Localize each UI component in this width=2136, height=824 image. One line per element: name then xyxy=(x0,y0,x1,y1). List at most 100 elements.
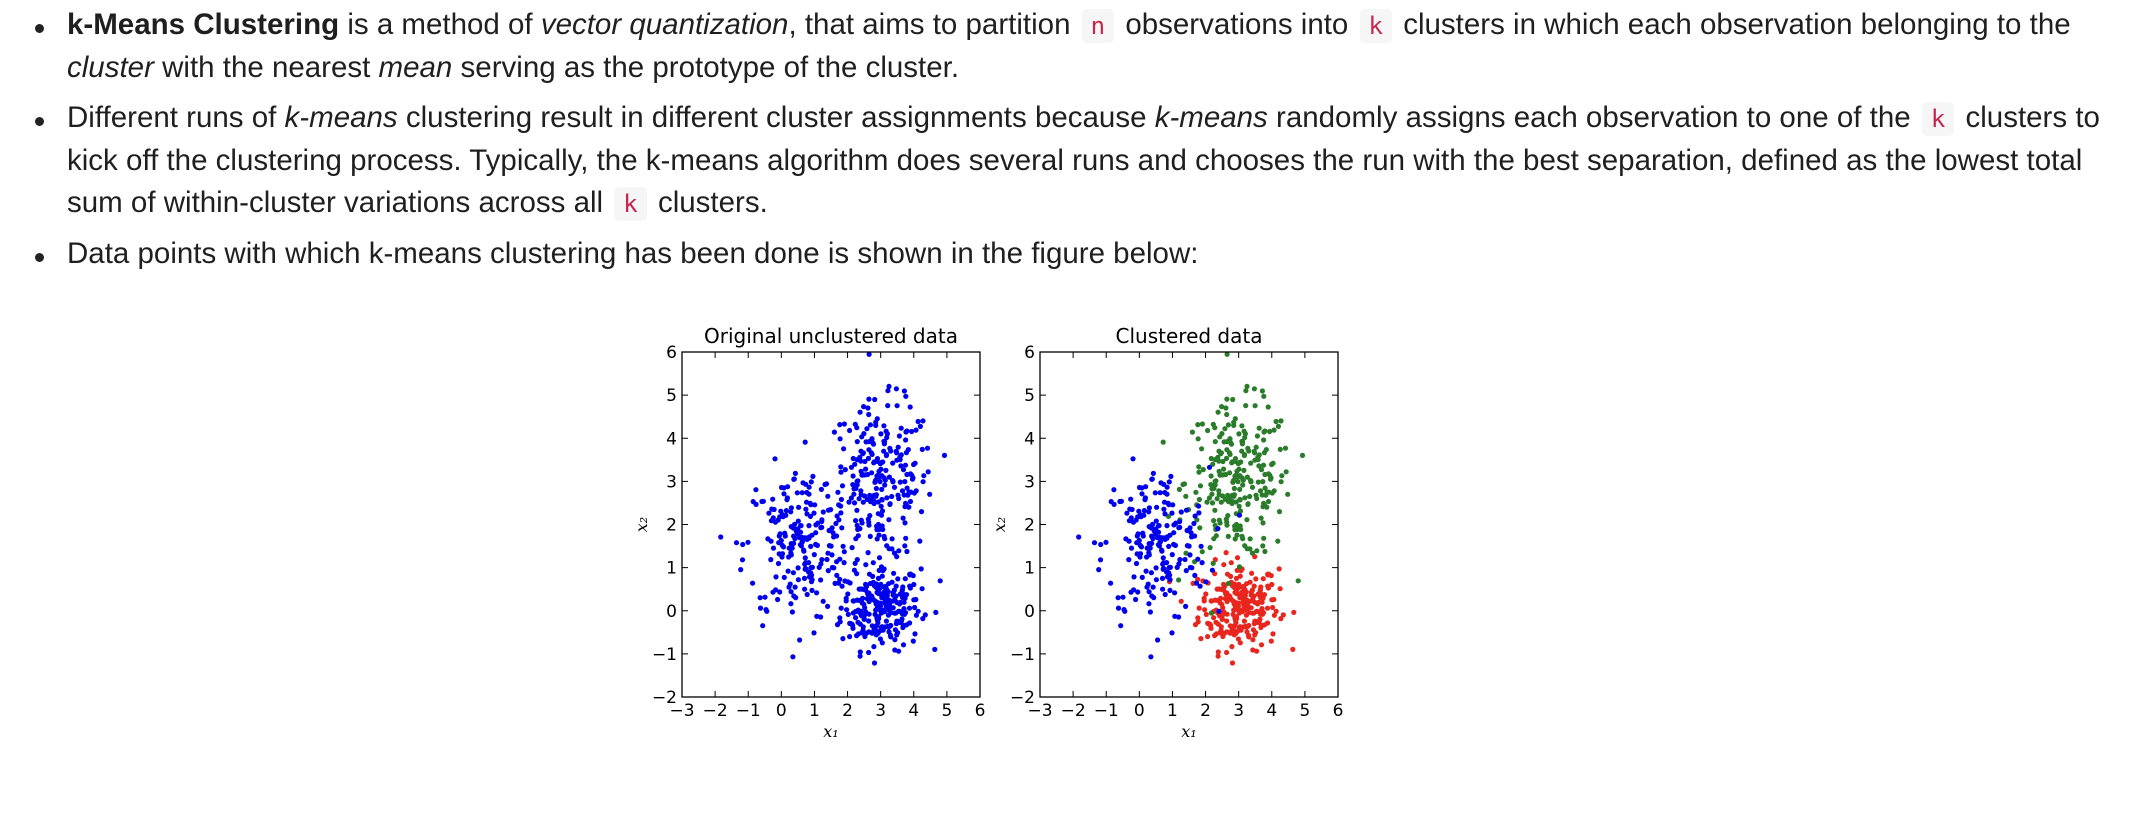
data-point xyxy=(808,479,814,485)
data-point xyxy=(1216,608,1222,614)
data-point xyxy=(895,444,901,450)
x-tick-label: 6 xyxy=(975,701,986,721)
data-point xyxy=(900,622,907,629)
data-point xyxy=(1224,618,1230,624)
data-point xyxy=(831,565,837,571)
data-point xyxy=(753,487,759,493)
data-point xyxy=(1174,564,1180,570)
data-point xyxy=(779,551,786,557)
data-point xyxy=(1223,550,1229,556)
data-point xyxy=(1149,533,1155,539)
data-point xyxy=(1229,498,1235,504)
data-point xyxy=(1247,579,1253,585)
text: randomly assigns each observation to one… xyxy=(1267,101,1919,134)
y-tick-label: 6 xyxy=(1024,343,1035,363)
data-point xyxy=(902,543,908,549)
y-tick-label: 1 xyxy=(1024,559,1035,579)
term-kmeans: k-means xyxy=(284,101,398,134)
data-point xyxy=(787,581,793,587)
data-point xyxy=(1224,590,1230,596)
data-point xyxy=(1170,502,1176,508)
data-point xyxy=(902,520,908,526)
data-point xyxy=(1265,571,1271,577)
data-point xyxy=(1182,556,1188,563)
data-point xyxy=(1131,574,1137,580)
data-point xyxy=(881,438,887,444)
data-point xyxy=(879,640,885,646)
data-point xyxy=(904,548,910,555)
data-point xyxy=(1161,560,1167,566)
data-point xyxy=(1262,485,1268,491)
data-point xyxy=(1166,479,1172,485)
data-point xyxy=(1160,439,1166,445)
data-point xyxy=(1192,513,1198,519)
data-point xyxy=(906,504,912,510)
data-point xyxy=(818,486,824,492)
data-point xyxy=(1161,506,1167,512)
data-point xyxy=(788,541,794,547)
data-point xyxy=(1251,583,1257,589)
data-point xyxy=(1268,638,1274,644)
data-point xyxy=(816,564,822,570)
data-point xyxy=(871,498,877,504)
data-point xyxy=(907,404,913,410)
data-point xyxy=(1225,422,1231,428)
data-point xyxy=(763,607,769,613)
data-point xyxy=(878,564,885,570)
data-point xyxy=(837,422,843,428)
data-point xyxy=(825,603,831,609)
data-point xyxy=(825,568,831,574)
bullet-different-runs: Different runs of k-means clustering res… xyxy=(0,97,2136,225)
data-point xyxy=(1231,585,1238,591)
data-point xyxy=(1192,572,1198,578)
data-point xyxy=(896,648,902,654)
data-point xyxy=(773,574,779,580)
data-point xyxy=(1091,540,1098,546)
data-point xyxy=(891,570,897,576)
data-point xyxy=(1236,624,1242,630)
data-point xyxy=(904,485,910,491)
data-point xyxy=(850,473,856,479)
data-point xyxy=(881,423,887,429)
data-point xyxy=(788,601,794,607)
data-point xyxy=(837,615,843,621)
data-point xyxy=(866,411,872,418)
data-point xyxy=(871,644,877,650)
data-point xyxy=(867,422,873,428)
data-point xyxy=(1269,490,1275,496)
data-point xyxy=(1253,630,1259,636)
data-point xyxy=(849,621,855,627)
data-point xyxy=(850,625,856,631)
data-point xyxy=(1162,511,1168,517)
data-point xyxy=(824,556,830,563)
data-point xyxy=(1143,568,1149,574)
data-point xyxy=(872,477,879,484)
data-point xyxy=(1225,580,1231,587)
data-point xyxy=(860,624,866,630)
data-point xyxy=(1154,529,1160,535)
data-point xyxy=(841,549,847,555)
data-point xyxy=(1217,472,1223,478)
data-point xyxy=(888,622,894,629)
data-point xyxy=(861,431,867,437)
data-point xyxy=(919,446,925,452)
data-point xyxy=(866,611,872,617)
data-point xyxy=(891,484,898,490)
data-point xyxy=(1271,612,1277,618)
data-point xyxy=(765,536,771,542)
data-point xyxy=(887,445,893,451)
data-point xyxy=(800,480,806,486)
data-point xyxy=(1195,422,1201,428)
data-point xyxy=(900,515,906,521)
data-point xyxy=(1172,542,1178,548)
data-point xyxy=(937,578,943,584)
data-point xyxy=(1189,429,1195,435)
data-point xyxy=(877,603,884,609)
data-point xyxy=(857,526,863,532)
data-point xyxy=(883,452,889,459)
data-point xyxy=(835,580,842,586)
data-point xyxy=(815,520,821,526)
data-point xyxy=(886,474,892,480)
data-point xyxy=(1135,531,1141,537)
data-point xyxy=(841,560,847,566)
